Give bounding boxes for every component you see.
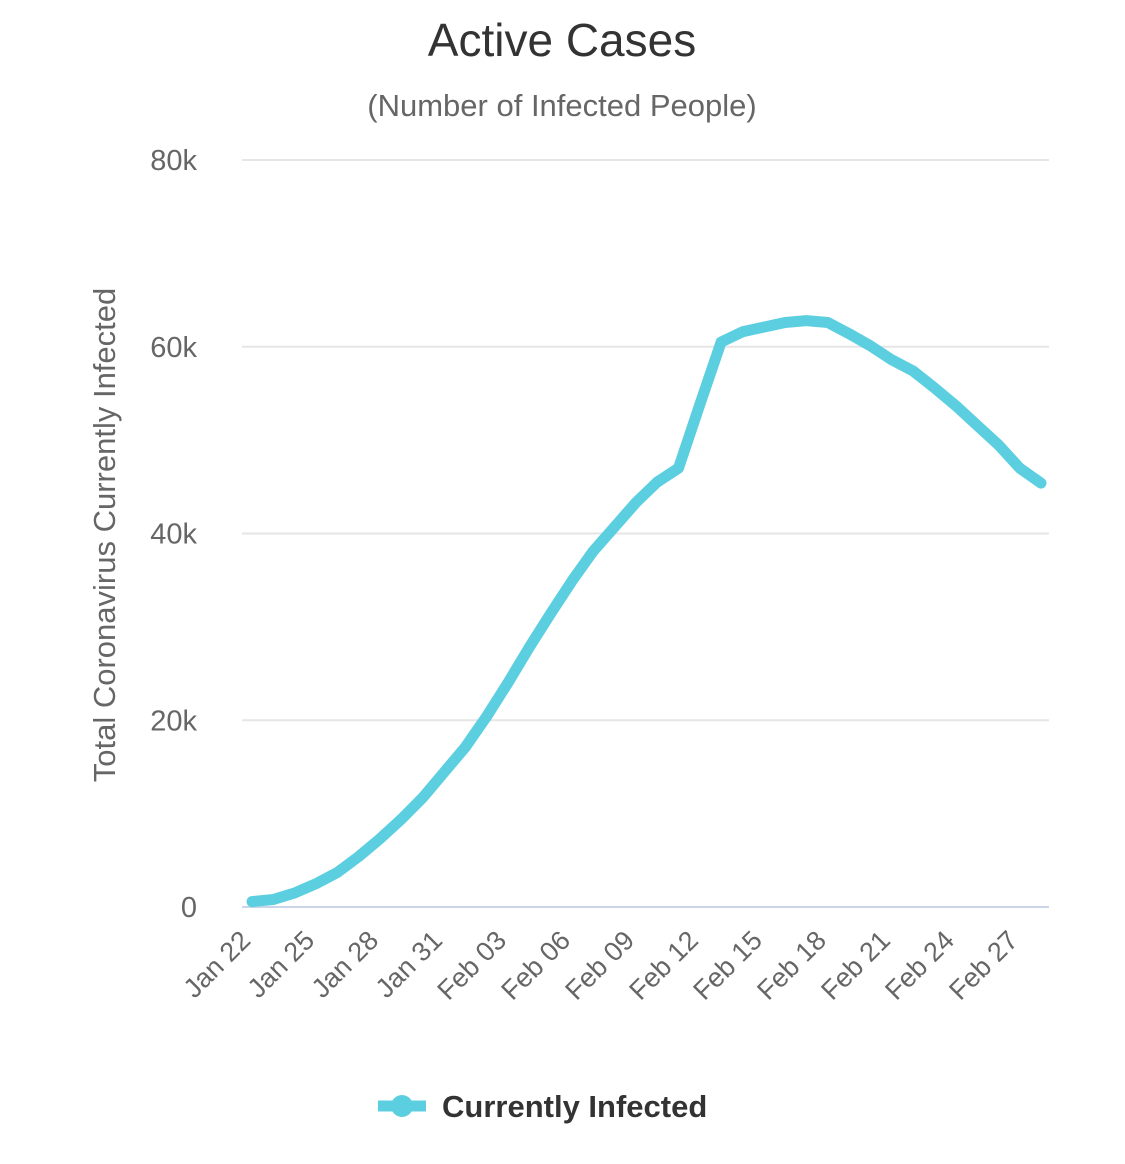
chart-title: Active Cases	[428, 14, 696, 66]
data-point[interactable]	[886, 354, 898, 366]
series-layer	[246, 315, 1047, 908]
data-point[interactable]	[481, 711, 493, 723]
y-tick-label: 40k	[150, 519, 197, 551]
data-point[interactable]	[374, 833, 386, 845]
data-point[interactable]	[694, 399, 706, 411]
x-tick-label: Jan 22	[178, 925, 257, 1004]
data-point[interactable]	[331, 867, 343, 879]
data-point[interactable]	[800, 315, 812, 327]
x-tick-label: Feb 12	[623, 925, 704, 1006]
data-point[interactable]	[353, 851, 365, 863]
data-point[interactable]	[630, 497, 642, 509]
x-tick-label: Feb 21	[815, 925, 896, 1006]
data-point[interactable]	[758, 321, 770, 333]
x-tick-label: Feb 03	[431, 925, 512, 1006]
y-axis-ticks: 0 20k 40k 60k 80k	[150, 145, 197, 924]
data-point[interactable]	[673, 462, 685, 474]
data-point[interactable]	[992, 439, 1004, 451]
data-point[interactable]	[1014, 462, 1026, 474]
y-tick-label: 80k	[150, 145, 197, 177]
data-point[interactable]	[907, 365, 919, 377]
data-point[interactable]	[609, 521, 621, 533]
x-tick-label: Feb 27	[943, 925, 1024, 1006]
x-tick-label: Jan 25	[242, 925, 321, 1004]
y-axis-label: Total Coronavirus Currently Infected	[87, 288, 122, 783]
data-point[interactable]	[438, 767, 450, 779]
data-point[interactable]	[289, 887, 301, 899]
x-tick-label: Jan 28	[306, 925, 385, 1004]
data-point[interactable]	[566, 575, 578, 587]
data-point[interactable]	[459, 741, 471, 753]
data-point[interactable]	[950, 400, 962, 412]
data-point[interactable]	[651, 476, 663, 488]
x-tick-label: Feb 18	[751, 925, 832, 1006]
data-point[interactable]	[395, 813, 407, 825]
data-point[interactable]	[843, 328, 855, 340]
series-line-currently-infected[interactable]	[246, 315, 1047, 908]
data-point[interactable]	[502, 677, 514, 689]
data-point[interactable]	[1035, 477, 1047, 489]
legend-item-currently-infected[interactable]: Currently Infected	[442, 1089, 707, 1124]
x-tick-label: Jan 31	[370, 925, 449, 1004]
x-tick-label: Feb 24	[879, 925, 960, 1006]
chart-subtitle: (Number of Infected People)	[367, 88, 756, 123]
x-tick-label: Feb 09	[559, 925, 640, 1006]
data-point[interactable]	[864, 340, 876, 352]
x-tick-label: Feb 06	[495, 925, 576, 1006]
data-point[interactable]	[523, 641, 535, 653]
legend[interactable]: Currently Infected	[378, 1089, 707, 1124]
data-point[interactable]	[779, 317, 791, 329]
data-point[interactable]	[310, 878, 322, 890]
y-tick-label: 60k	[150, 332, 197, 364]
data-point[interactable]	[267, 894, 279, 906]
legend-point-marker	[391, 1095, 413, 1117]
y-tick-label: 0	[181, 892, 197, 924]
data-point[interactable]	[822, 317, 834, 329]
data-point[interactable]	[545, 608, 557, 620]
data-point[interactable]	[715, 336, 727, 348]
data-point[interactable]	[971, 419, 983, 431]
grid-lines	[242, 159, 1049, 908]
data-point[interactable]	[417, 792, 429, 804]
data-point[interactable]	[587, 545, 599, 557]
data-point[interactable]	[246, 896, 258, 908]
x-tick-label: Feb 15	[687, 925, 768, 1006]
data-point[interactable]	[928, 382, 940, 394]
data-point[interactable]	[737, 326, 749, 338]
y-tick-label: 20k	[150, 705, 197, 737]
